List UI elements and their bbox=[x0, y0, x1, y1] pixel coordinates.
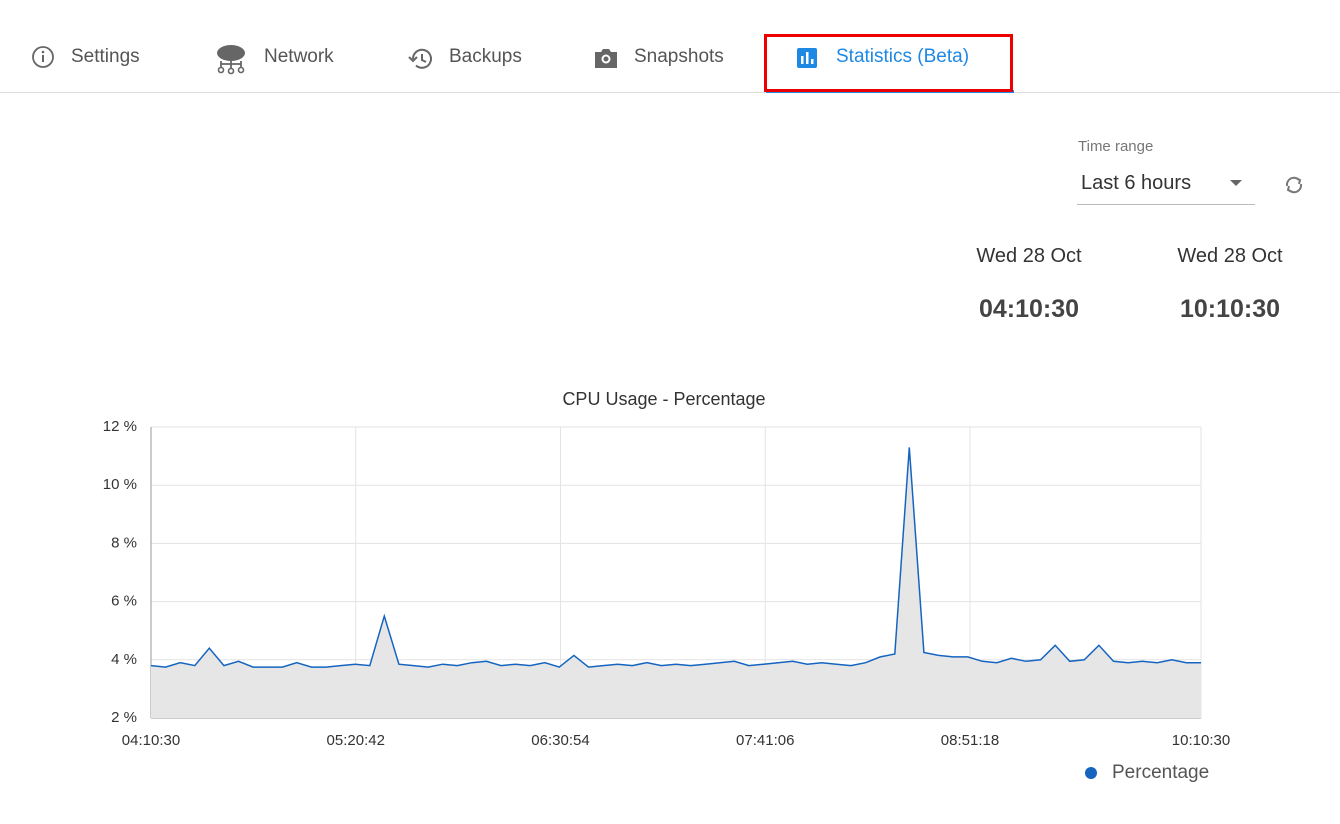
x-tick-label: 08:51:18 bbox=[941, 732, 999, 749]
y-tick-label: 10 % bbox=[103, 476, 137, 493]
refresh-button[interactable] bbox=[1282, 172, 1306, 198]
chart-title: CPU Usage - Percentage bbox=[562, 389, 765, 409]
range-start-date: Wed 28 Oct bbox=[976, 245, 1082, 267]
time-range-label: Time range bbox=[1078, 138, 1154, 155]
dropdown-arrow bbox=[1230, 180, 1242, 186]
tab[interactable]: Snapshots bbox=[634, 46, 724, 67]
y-tick-label: 2 % bbox=[111, 709, 137, 726]
backups-icon bbox=[408, 48, 432, 69]
area bbox=[151, 447, 1201, 718]
x-tick-label: 05:20:42 bbox=[327, 732, 385, 749]
x-tick-label: 07:41:06 bbox=[736, 732, 794, 749]
tab[interactable]: Backups bbox=[449, 46, 522, 67]
select-underline bbox=[1077, 204, 1255, 205]
time-range-select[interactable]: Last 6 hours bbox=[1081, 172, 1192, 194]
tab-active[interactable]: Statistics (Beta) bbox=[836, 46, 970, 67]
legend-label: Percentage bbox=[1112, 762, 1209, 783]
statistics-icon bbox=[797, 48, 817, 68]
tab[interactable]: Settings bbox=[71, 46, 140, 67]
y-tick-label: 6 % bbox=[111, 593, 137, 610]
settings-icon bbox=[32, 46, 54, 68]
legend-marker bbox=[1085, 767, 1097, 779]
x-tick-label: 04:10:30 bbox=[122, 732, 180, 749]
range-end-time: 10:10:30 bbox=[1179, 295, 1281, 323]
x-tick-label: 10:10:30 bbox=[1172, 732, 1230, 749]
y-tick-label: 4 % bbox=[111, 651, 137, 668]
snapshots-icon bbox=[595, 49, 617, 68]
tab[interactable]: Network bbox=[264, 46, 334, 67]
line bbox=[150, 447, 1201, 668]
range-end-date: Wed 28 Oct bbox=[1177, 245, 1283, 267]
x-tick-label: 06:30:54 bbox=[531, 732, 589, 749]
y-tick-label: 8 % bbox=[111, 534, 137, 551]
tab-bar-border bbox=[0, 92, 1340, 93]
range-start-time: 04:10:30 bbox=[978, 295, 1080, 323]
network-icon bbox=[217, 45, 245, 75]
y-tick-label: 12 % bbox=[103, 418, 137, 435]
highlight-box bbox=[764, 34, 1013, 92]
